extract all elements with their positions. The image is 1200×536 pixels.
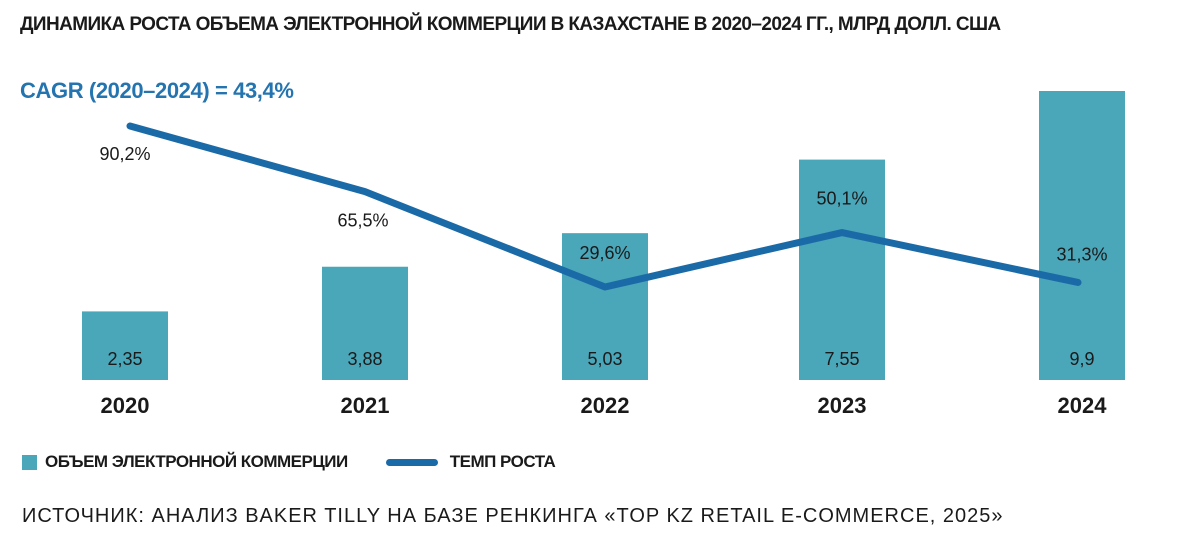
x-tick-label-2021: 2021 <box>341 393 390 418</box>
line-layer <box>126 122 1082 291</box>
x-tick-label-2023: 2023 <box>818 393 867 418</box>
bar-value-label-2021: 3,88 <box>347 349 382 369</box>
legend-line-swatch <box>385 458 438 466</box>
bar-2023 <box>799 159 885 380</box>
growth-rate-label-2023: 50,1% <box>816 189 867 209</box>
growth-rate-line <box>126 122 1082 291</box>
legend-line-label: ТЕМП РОСТА <box>449 452 556 471</box>
x-tick-label-2022: 2022 <box>581 393 630 418</box>
growth-rate-label-2022: 29,6% <box>579 243 630 263</box>
bar-value-label-2022: 5,03 <box>587 349 622 369</box>
x-tick-label-2020: 2020 <box>101 393 150 418</box>
bar-value-label-2020: 2,35 <box>107 349 142 369</box>
bar-value-label-2024: 9,9 <box>1069 349 1094 369</box>
bar-2024 <box>1039 91 1125 380</box>
bar-2020 <box>82 311 168 380</box>
bars-layer <box>82 91 1125 380</box>
source-note: ИСТОЧНИК: АНАЛИЗ BAKER TILLY НА БАЗЕ РЕН… <box>22 505 1004 527</box>
legend-bar-swatch <box>22 454 37 470</box>
chart-plot: 2,35 2020 3,88 2021 5,03 2022 7,55 2023 9,9 2024 9… <box>82 91 1125 418</box>
growth-rate-label-2024: 31,3% <box>1056 244 1107 264</box>
growth-rate-label-2021: 65,5% <box>337 211 388 231</box>
bar-value-label-2023: 7,55 <box>824 349 859 369</box>
chart-title: ДИНАМИКА РОСТА ОБЪЕМА ЭЛЕКТРОННОЙ КОММЕР… <box>20 14 1001 35</box>
legend: ОБЪЕМ ЭЛЕКТРОННОЙ КОММЕРЦИИ ТЕМП РОСТА <box>22 452 556 472</box>
cagr-label: CAGR (2020–2024) = 43,4% <box>20 78 294 103</box>
growth-rate-label-2020: 90,2% <box>99 144 150 164</box>
bar-2022 <box>562 233 648 380</box>
labels-layer: 2,35 2020 3,88 2021 5,03 2022 7,55 2023 9,9 2024 9… <box>99 144 1107 418</box>
legend-bar-label: ОБЪЕМ ЭЛЕКТРОННОЙ КОММЕРЦИИ <box>45 452 348 471</box>
x-tick-label-2024: 2024 <box>1058 393 1108 418</box>
bar-2021 <box>322 266 408 380</box>
